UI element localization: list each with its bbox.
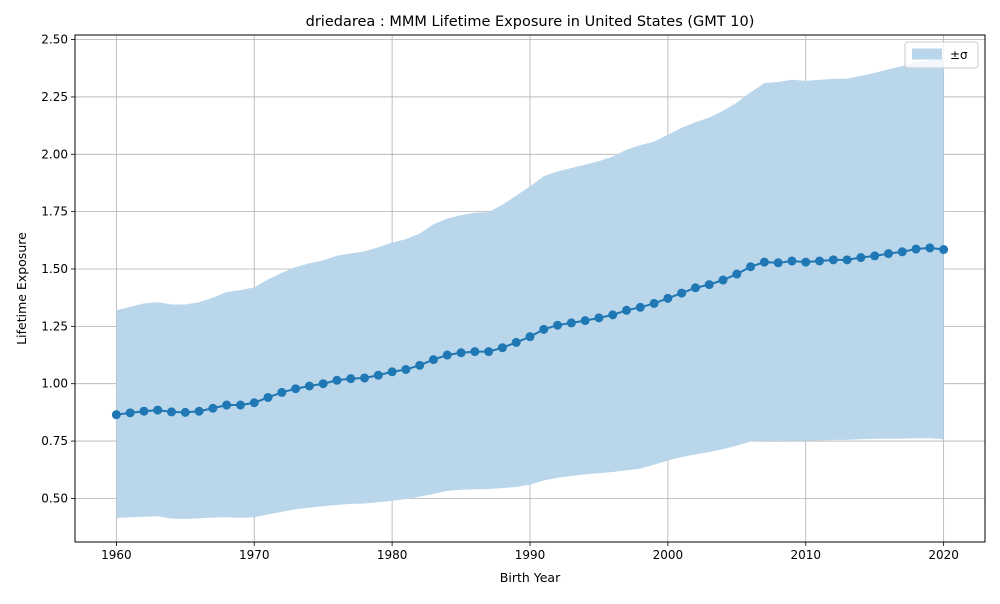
data-point — [911, 244, 921, 254]
data-point — [622, 305, 632, 315]
data-point — [663, 293, 673, 303]
y-tick-label: 2.50 — [41, 33, 68, 47]
data-point — [856, 253, 866, 263]
data-point — [428, 355, 438, 365]
y-axis-label: Lifetime Exposure — [14, 232, 29, 345]
data-point — [111, 410, 121, 420]
data-point — [883, 249, 893, 259]
x-tick-label: 1990 — [515, 548, 546, 562]
data-point — [373, 370, 383, 380]
data-point — [787, 256, 797, 266]
data-point — [387, 367, 397, 377]
y-tick-label: 2.00 — [41, 147, 68, 161]
data-point — [525, 332, 535, 342]
data-point — [125, 408, 135, 418]
legend-label: ±σ — [950, 48, 968, 62]
data-point — [442, 350, 452, 360]
data-point — [415, 360, 425, 370]
data-point — [828, 255, 838, 265]
data-point — [470, 347, 480, 357]
y-tick-label: 0.50 — [41, 491, 68, 505]
data-point — [842, 255, 852, 265]
data-point — [318, 379, 328, 389]
data-point — [511, 337, 521, 347]
data-point — [897, 247, 907, 257]
data-point — [939, 245, 949, 254]
x-tick-label: 2000 — [653, 548, 684, 562]
data-point — [346, 374, 356, 384]
data-point — [677, 288, 687, 298]
marker-layer — [111, 243, 949, 420]
data-point — [815, 256, 825, 266]
data-point — [249, 398, 259, 408]
data-point — [801, 257, 811, 267]
x-tick-label: 1960 — [101, 548, 132, 562]
data-point — [139, 406, 149, 416]
data-point — [497, 343, 507, 353]
data-point — [773, 258, 783, 268]
data-point — [332, 375, 342, 385]
data-point — [360, 373, 370, 383]
x-tick-label: 1970 — [239, 548, 270, 562]
data-point — [732, 269, 742, 279]
data-point — [608, 310, 618, 320]
data-point — [456, 348, 466, 358]
data-point — [484, 347, 494, 357]
sigma-band — [116, 57, 944, 520]
data-point — [553, 320, 563, 330]
data-point — [746, 262, 756, 272]
data-point — [635, 302, 645, 312]
data-point — [401, 364, 411, 374]
data-point — [690, 283, 700, 293]
y-tick-label: 1.50 — [41, 262, 68, 276]
y-tick-label: 1.75 — [41, 205, 68, 219]
data-point — [925, 243, 935, 253]
x-tick-label: 2020 — [928, 548, 959, 562]
data-point — [180, 407, 190, 417]
data-point — [277, 387, 287, 397]
x-tick-label: 1980 — [377, 548, 408, 562]
legend: ±σ — [904, 41, 979, 69]
data-point — [291, 384, 301, 394]
data-point — [594, 313, 604, 323]
data-point — [759, 257, 769, 267]
data-point — [235, 400, 245, 410]
legend-band-swatch — [912, 48, 942, 60]
y-tick-label: 1.25 — [41, 319, 68, 333]
data-point — [704, 280, 714, 290]
data-point — [539, 324, 549, 334]
y-tick-label: 1.00 — [41, 377, 68, 391]
x-tick-label: 2010 — [790, 548, 821, 562]
y-tick-label: 2.25 — [41, 90, 68, 104]
data-point — [222, 400, 232, 410]
data-point — [580, 316, 590, 326]
sigma-band-layer — [116, 57, 944, 520]
axis-ticks: 1960 1970 1980 1990 2000 2010 2020 0.50 0.75 1.00… — [41, 33, 959, 562]
data-point — [718, 275, 728, 285]
data-point — [263, 392, 273, 402]
data-point — [304, 381, 314, 391]
data-point — [208, 403, 218, 413]
data-point — [649, 298, 659, 308]
data-point — [194, 406, 204, 416]
data-point — [870, 251, 880, 261]
data-point — [566, 318, 576, 328]
x-axis-label: Birth Year — [500, 570, 561, 585]
chart-title: driedarea : MMM Lifetime Exposure in Uni… — [306, 14, 755, 30]
data-point — [167, 407, 177, 417]
y-tick-label: 0.75 — [41, 434, 68, 448]
data-point — [153, 405, 163, 415]
